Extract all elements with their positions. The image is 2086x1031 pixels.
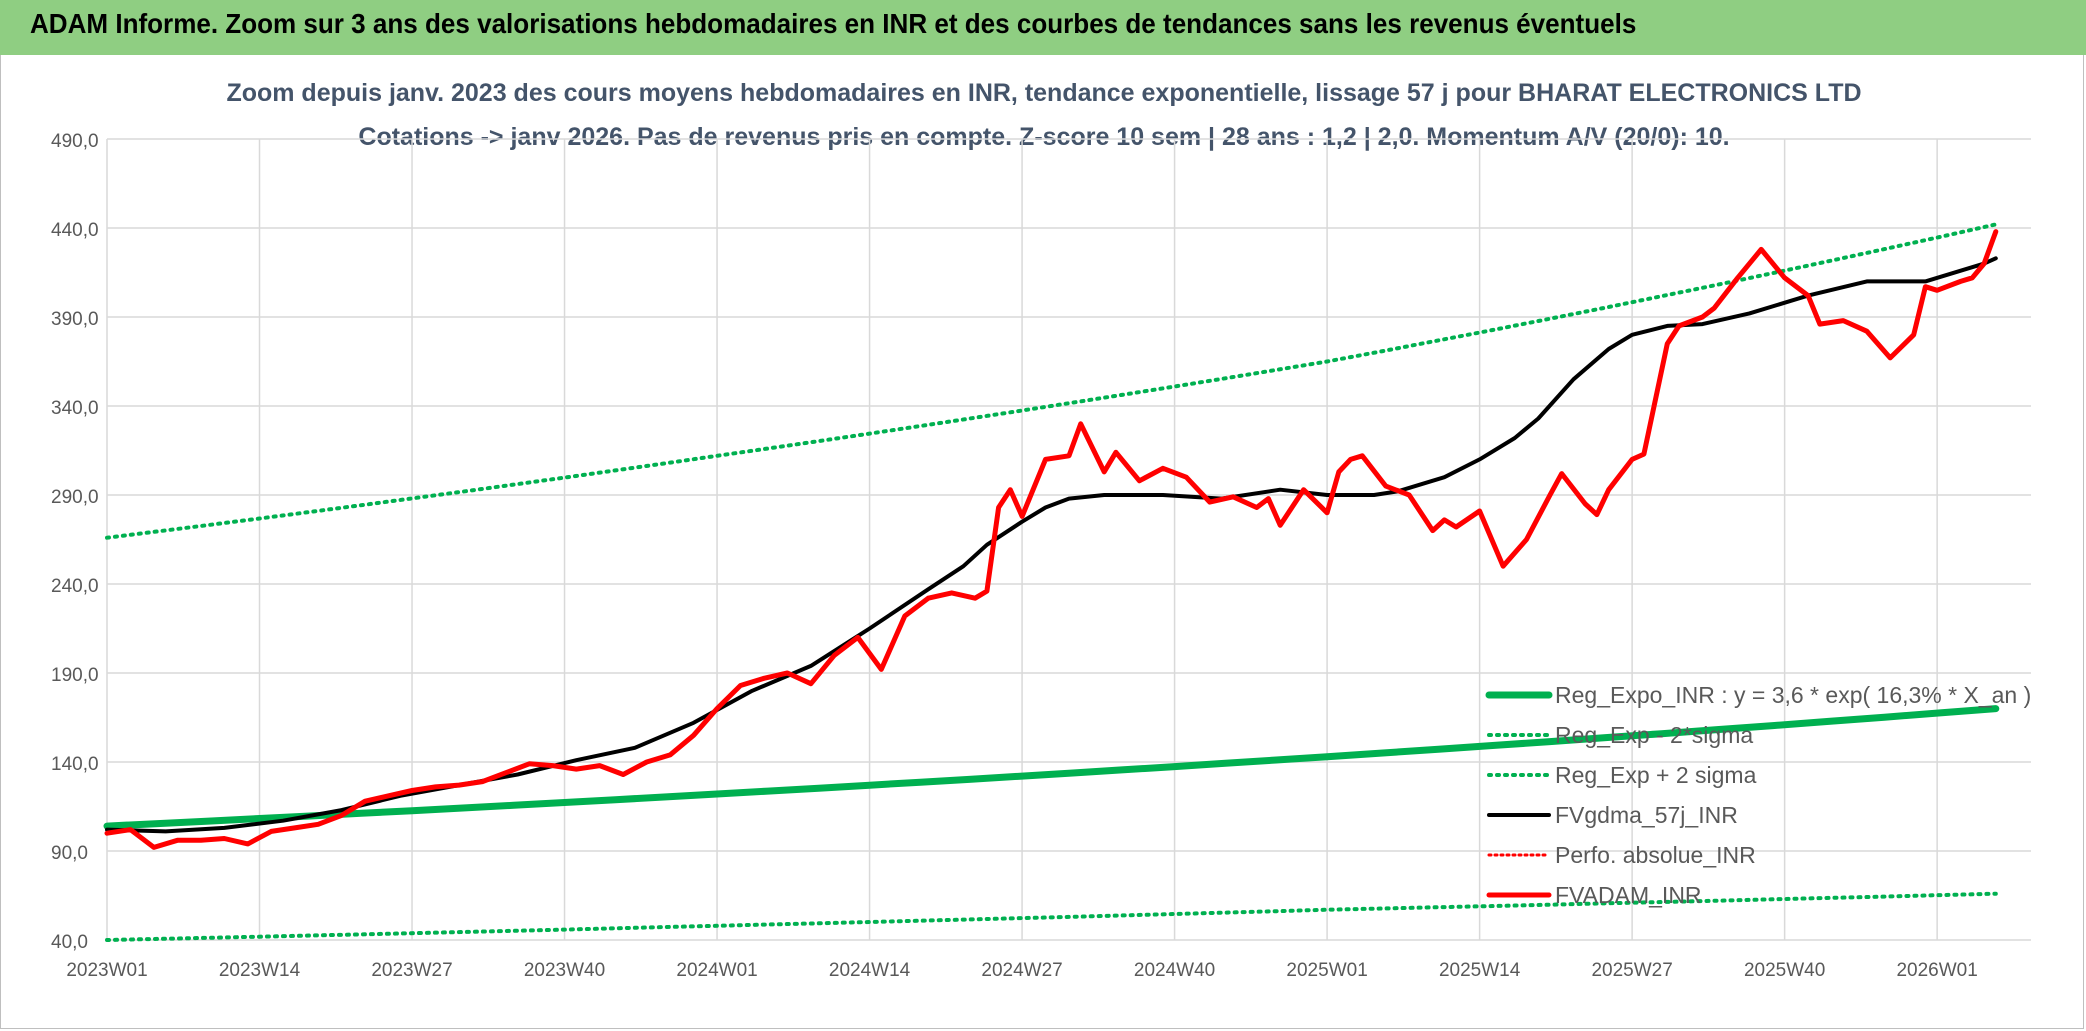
x-tick-label: 2025W40 — [1744, 960, 1825, 981]
x-tick-label: 2023W40 — [524, 960, 605, 981]
y-tick-label: 190,0 — [51, 665, 99, 686]
legend-entry-label: Reg_Expo_INR : y = 3,6 * exp( 16,3% * X_… — [1555, 682, 2031, 708]
axis-labels: 490,0 440,0 390,0 340,0 290,0 240,0 190,0 140,0… — [51, 131, 1978, 981]
y-tick-label: 390,0 — [51, 309, 99, 330]
reg-minus-2sigma-line — [105, 891, 1998, 942]
x-tick-label: 2024W01 — [676, 960, 757, 981]
y-tick-label: 490,0 — [51, 131, 99, 152]
y-tick-label: 440,0 — [51, 220, 99, 241]
chart-title: Zoom depuis janv. 2023 des cours moyens … — [226, 79, 1861, 107]
chart-subtitle: Cotations -> janv 2026. Pas de revenus p… — [358, 123, 1729, 151]
y-tick-label: 90,0 — [51, 843, 88, 864]
trend-chart: Zoom depuis janv. 2023 des cours moyens … — [51, 79, 2031, 981]
fvadam-line — [104, 229, 1999, 850]
x-tick-label: 2023W27 — [371, 960, 452, 981]
y-tick-label: 340,0 — [51, 398, 99, 419]
x-tick-label: 2024W14 — [829, 960, 911, 981]
x-tick-label: 2025W27 — [1591, 960, 1672, 981]
y-tick-label: 140,0 — [51, 754, 99, 775]
y-tick-label: 40,0 — [51, 932, 88, 953]
gridlines — [106, 138, 2031, 941]
legend-entry-label: Reg_Exp + 2 sigma — [1555, 762, 1757, 788]
legend-entry-label: Reg_Exp - 2*sigma — [1555, 722, 1753, 748]
legend-entry-label: FVADAM_INR — [1555, 882, 1702, 908]
legend-entry-label: FVgdma_57j_INR — [1555, 802, 1738, 828]
x-tick-label: 2024W40 — [1134, 960, 1215, 981]
chart-frame: Zoom depuis janv. 2023 des cours moyens … — [0, 55, 2084, 1029]
x-tick-label: 2025W14 — [1439, 960, 1521, 981]
series-lines — [103, 222, 2000, 942]
report-banner: ADAM Informe. Zoom sur 3 ans des valoris… — [0, 0, 2086, 55]
reg-plus-2sigma-line — [105, 222, 1998, 540]
y-tick-label: 240,0 — [51, 576, 99, 597]
fvgdma-57j-line — [105, 256, 1998, 834]
reg-expo-line — [103, 705, 2000, 830]
y-tick-label: 290,0 — [51, 487, 99, 508]
x-tick-label: 2025W01 — [1286, 960, 1367, 981]
x-tick-label: 2023W14 — [219, 960, 301, 981]
legend: Reg_Expo_INR : y = 3,6 * exp( 16,3% * X_… — [1485, 682, 2031, 908]
x-tick-label: 2024W27 — [981, 960, 1062, 981]
legend-entry-label: Perfo. absolue_INR — [1555, 842, 1756, 868]
report-title: ADAM Informe. Zoom sur 3 ans des valoris… — [30, 8, 1637, 39]
x-tick-label: 2026W01 — [1896, 960, 1977, 981]
x-tick-label: 2023W01 — [66, 960, 147, 981]
